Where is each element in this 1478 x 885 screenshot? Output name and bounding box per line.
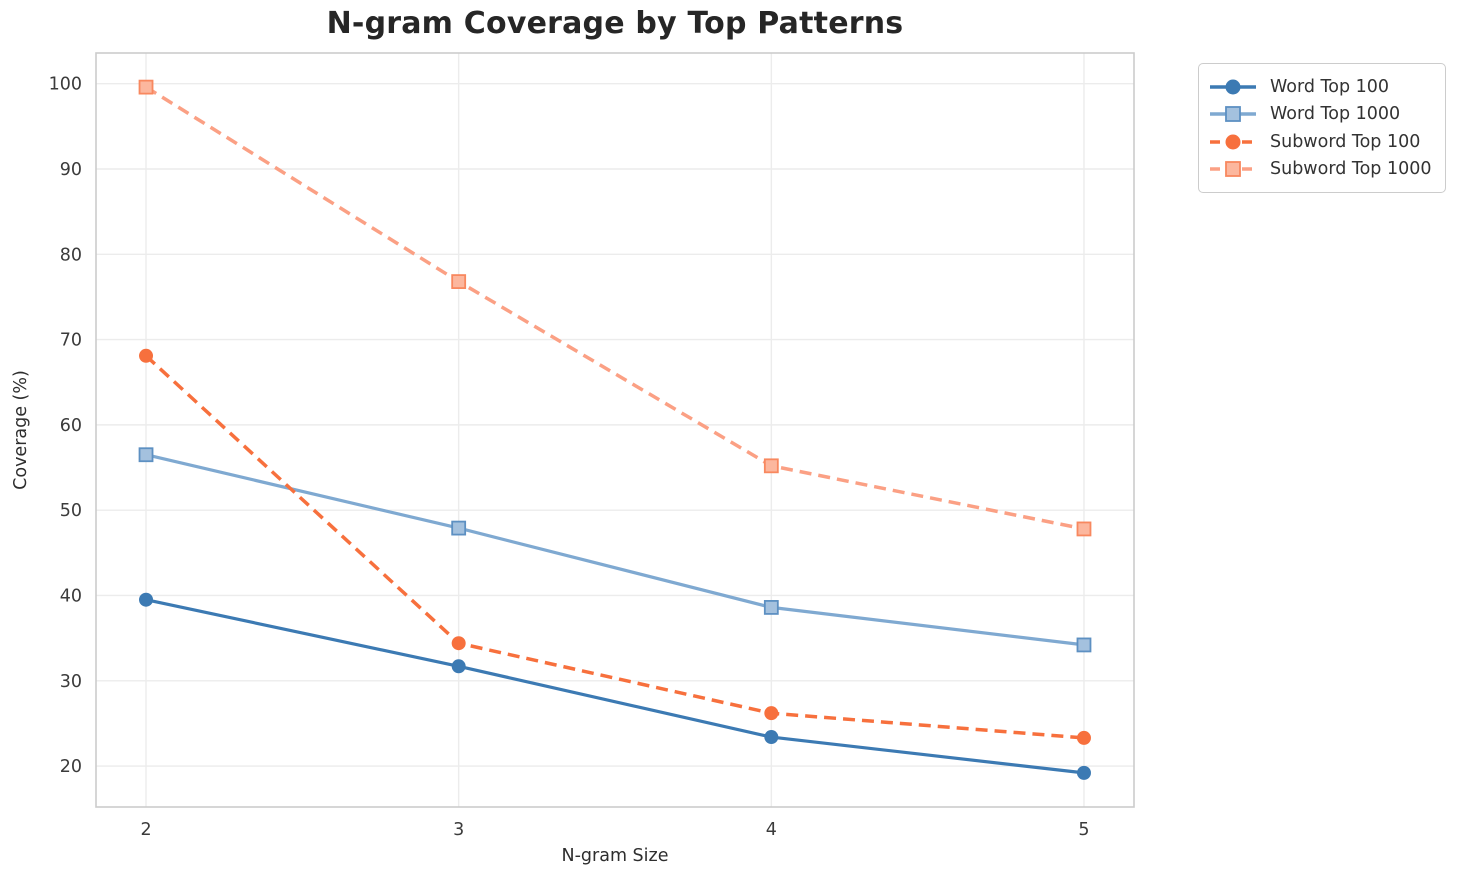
legend-line-square-icon <box>1210 161 1256 178</box>
svg-text:70: 70 <box>60 331 82 351</box>
y-axis-label: Coverage (%) <box>11 370 31 490</box>
legend-item: Subword Top 100 <box>1209 128 1432 156</box>
svg-text:40: 40 <box>60 586 82 606</box>
svg-text:4: 4 <box>766 820 777 840</box>
legend-line-square-icon <box>1210 106 1256 123</box>
svg-text:90: 90 <box>60 160 82 180</box>
x-axis-label: N-gram Size <box>561 846 669 866</box>
svg-text:2: 2 <box>140 820 151 840</box>
legend-item: Subword Top 1000 <box>1209 156 1432 184</box>
legend-item: Word Top 100 <box>1209 73 1432 101</box>
svg-text:20: 20 <box>60 757 82 777</box>
svg-text:5: 5 <box>1078 820 1089 840</box>
legend-label: Subword Top 1000 <box>1270 159 1432 180</box>
legend-line-circle-icon <box>1210 134 1256 150</box>
chart-title: N-gram Coverage by Top Patterns <box>326 6 904 41</box>
svg-text:60: 60 <box>60 416 82 436</box>
legend-label: Word Top 1000 <box>1270 104 1401 125</box>
legend-label: Subword Top 100 <box>1270 131 1421 152</box>
svg-text:30: 30 <box>60 672 82 692</box>
legend-label: Word Top 100 <box>1270 76 1390 97</box>
legend-line-circle-icon <box>1210 79 1256 95</box>
legend: Word Top 100 Word Top 1000 Subword Top 1… <box>1198 63 1446 193</box>
svg-text:100: 100 <box>49 75 82 95</box>
legend-item: Word Top 1000 <box>1209 101 1432 129</box>
svg-text:3: 3 <box>453 820 464 840</box>
svg-text:80: 80 <box>60 245 82 265</box>
svg-text:50: 50 <box>60 501 82 521</box>
